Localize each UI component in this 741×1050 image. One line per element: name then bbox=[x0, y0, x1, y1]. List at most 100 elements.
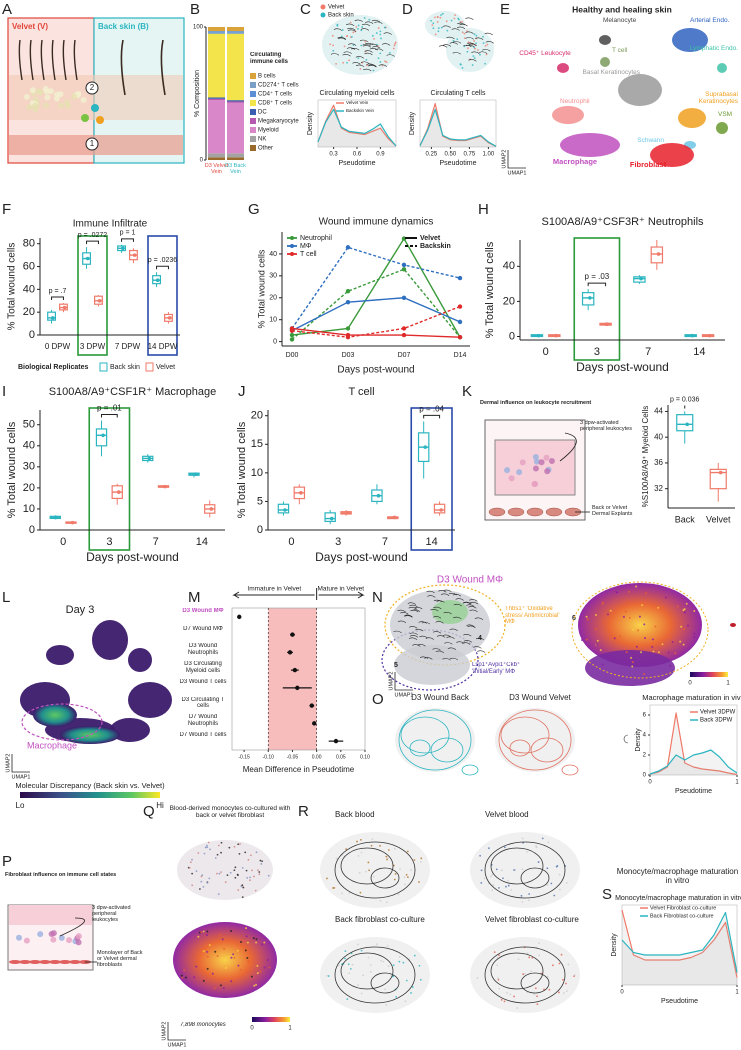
cell-dot bbox=[75, 939, 82, 946]
velocity-arrow bbox=[343, 51, 352, 54]
velocity-arrow bbox=[455, 598, 464, 601]
text-box: Monolayer of Back or Velvet dermal fibro… bbox=[97, 950, 143, 968]
y-tick-label: 36 bbox=[654, 458, 663, 467]
cell-dot bbox=[341, 892, 343, 895]
legend-label: Back skin bbox=[328, 13, 354, 19]
text-box: Monocyte/macrophage maturation in vitro bbox=[617, 868, 738, 885]
velocity-arrow bbox=[479, 51, 488, 54]
cell-dot bbox=[528, 893, 531, 895]
cell-dot bbox=[238, 853, 241, 855]
bar-segment bbox=[208, 157, 225, 160]
velocity-arrow bbox=[468, 59, 477, 62]
cell-dot bbox=[332, 49, 335, 52]
velocity-arrow bbox=[419, 656, 429, 659]
x-tick-label: 14 bbox=[196, 536, 208, 548]
region-outline bbox=[384, 584, 506, 666]
cell-dot bbox=[521, 837, 524, 840]
cell-dot bbox=[253, 984, 256, 987]
cell-dot bbox=[580, 639, 583, 642]
cell-dot bbox=[373, 37, 375, 40]
row-label: D7 Wound T cells bbox=[179, 732, 227, 739]
cell-dot bbox=[637, 629, 640, 632]
text-box: Lymphatic Endo. bbox=[690, 45, 738, 52]
cell-dot bbox=[638, 615, 641, 618]
series-line bbox=[291, 327, 461, 338]
cell-dot bbox=[332, 887, 334, 889]
y-tick-label: 10 bbox=[23, 503, 35, 515]
cell-dot bbox=[224, 881, 227, 884]
contour bbox=[484, 841, 566, 899]
cell-dot bbox=[601, 603, 604, 606]
cell-dot bbox=[348, 972, 351, 975]
cell-dot bbox=[461, 20, 464, 23]
text-box: D3 Circulating Myeloid cells bbox=[184, 661, 222, 674]
velocity-arrow bbox=[404, 614, 413, 618]
legend-label: Velvet Vein bbox=[346, 100, 369, 105]
cell-dot bbox=[372, 875, 375, 878]
cell-dot bbox=[676, 605, 679, 608]
x-axis-label: Pseudotime bbox=[440, 160, 477, 167]
colorbar-label: Hi bbox=[156, 801, 164, 810]
cell-dot bbox=[191, 884, 194, 887]
cell-dot bbox=[411, 986, 414, 988]
cell-dot bbox=[375, 943, 378, 946]
cell-dot bbox=[594, 628, 597, 631]
cluster-number: 6 bbox=[572, 615, 576, 622]
velocity-arrow bbox=[400, 612, 409, 615]
legend-label: Other bbox=[258, 146, 273, 152]
velocity-arrow bbox=[347, 29, 357, 32]
cell-dot bbox=[507, 879, 509, 882]
cell-dot bbox=[388, 52, 391, 54]
cell-dot bbox=[385, 901, 388, 904]
cell-dot bbox=[230, 956, 233, 959]
cell-dot bbox=[513, 995, 515, 998]
cell-dot bbox=[23, 93, 30, 100]
cell-dot bbox=[359, 891, 362, 894]
velocity-arrow bbox=[355, 56, 364, 59]
cell-dot bbox=[358, 871, 361, 874]
p-bracket bbox=[156, 265, 169, 270]
x-axis-label: Pseudotime bbox=[675, 788, 712, 795]
y-tick-label: 5 bbox=[257, 495, 263, 507]
velocity-arrow bbox=[448, 592, 458, 596]
cell-dot bbox=[516, 1007, 519, 1009]
velocity-arrow bbox=[449, 657, 459, 661]
velocity-arrow bbox=[418, 621, 427, 624]
velocity-arrow bbox=[408, 607, 417, 610]
cell-dot bbox=[344, 957, 346, 960]
velocity-arrow bbox=[415, 628, 424, 632]
box-median-dot bbox=[163, 484, 167, 489]
bar-segment bbox=[208, 33, 225, 98]
velocity-arrow bbox=[347, 27, 356, 31]
series-line bbox=[291, 268, 461, 340]
cell-dot bbox=[360, 992, 363, 995]
x-tick-label: 0 bbox=[620, 990, 624, 996]
cluster-blob bbox=[395, 708, 475, 772]
cell-dot bbox=[195, 965, 198, 968]
velocity-arrow bbox=[362, 43, 371, 47]
bar-segment bbox=[208, 153, 225, 158]
x-tick-label: 3 bbox=[594, 346, 600, 358]
cell-dot bbox=[335, 857, 338, 860]
velocity-arrow bbox=[451, 28, 460, 31]
cell-dot bbox=[259, 970, 262, 973]
cell-dot bbox=[533, 458, 540, 465]
cell-dot bbox=[367, 861, 370, 864]
velocity-arrow bbox=[456, 26, 466, 30]
p-bracket bbox=[121, 238, 134, 242]
cell-dot bbox=[233, 845, 236, 848]
x-tick-label: 0 bbox=[60, 536, 66, 548]
cell-dot bbox=[44, 94, 51, 101]
legend-label: CD4⁺ T cells bbox=[258, 91, 292, 98]
x-tick-label: 0.10 bbox=[360, 754, 370, 760]
cell-dot bbox=[385, 855, 388, 858]
velocity-arrow bbox=[378, 64, 387, 67]
density-line bbox=[317, 108, 397, 147]
cell-dot bbox=[346, 61, 348, 64]
legend-label: Velvet bbox=[420, 235, 441, 242]
p-bracket bbox=[423, 414, 441, 419]
x-tick-label: 7 bbox=[645, 346, 651, 358]
cell-dot bbox=[453, 17, 456, 20]
cell-dot bbox=[528, 956, 531, 959]
box-median-dot bbox=[690, 333, 695, 338]
